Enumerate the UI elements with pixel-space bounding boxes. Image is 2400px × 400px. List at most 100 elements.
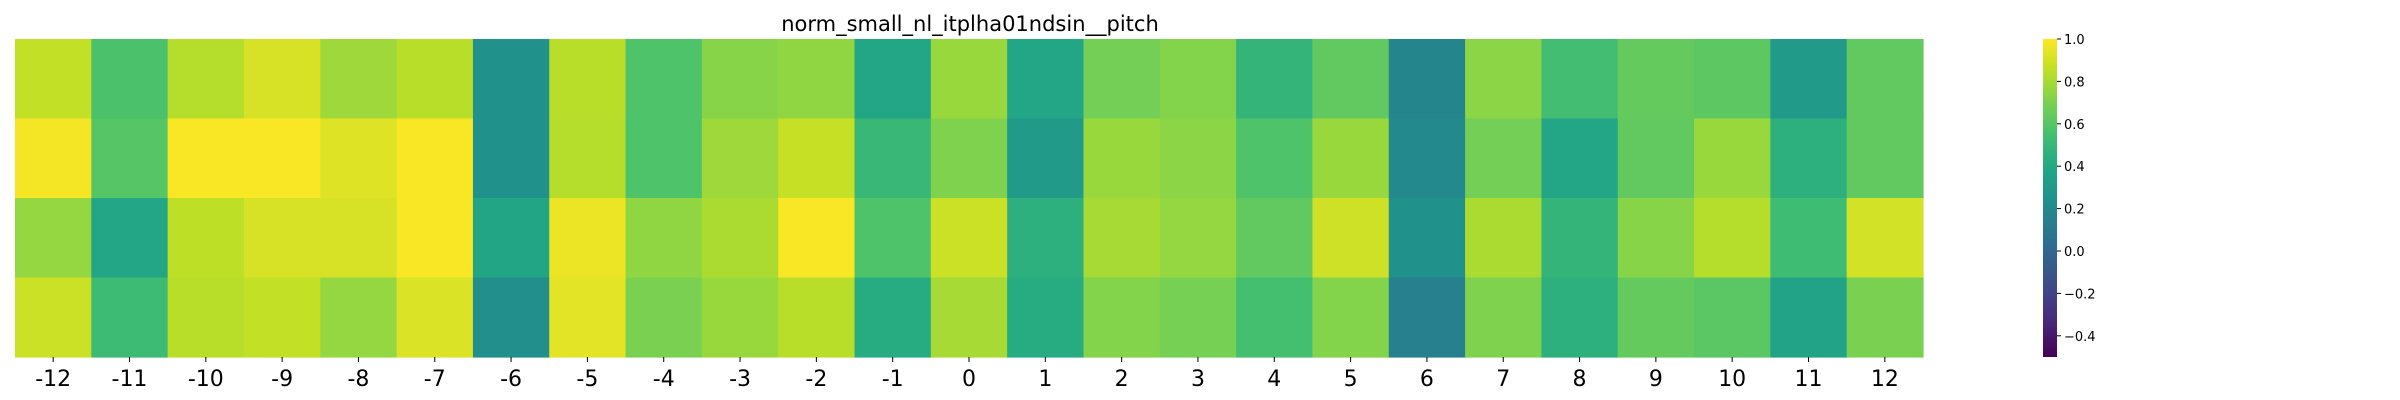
heatmap-cell bbox=[1617, 198, 1695, 279]
x-tick-label: 0 bbox=[962, 367, 976, 392]
heatmap-cell bbox=[1846, 277, 1924, 358]
heatmap-cell bbox=[1083, 118, 1161, 199]
heatmap-cell bbox=[396, 277, 474, 358]
heatmap-cell bbox=[778, 198, 856, 279]
heatmap-cell bbox=[1846, 39, 1924, 120]
heatmap-cell bbox=[778, 118, 856, 199]
heatmap-cell bbox=[549, 39, 627, 120]
heatmap-cell bbox=[1617, 277, 1695, 358]
heatmap-cell bbox=[549, 198, 627, 279]
heatmap-cell bbox=[1159, 39, 1237, 120]
heatmap-cell bbox=[1236, 118, 1314, 199]
heatmap-cell bbox=[1541, 198, 1619, 279]
heatmap-cell bbox=[1465, 39, 1542, 120]
colorbar-tick-label: 0.2 bbox=[2064, 203, 2085, 218]
heatmap-cell bbox=[701, 39, 779, 120]
heatmap-cell bbox=[930, 198, 1008, 279]
heatmap-cell bbox=[1465, 198, 1542, 279]
heatmap-cell bbox=[854, 39, 932, 120]
heatmap-cell bbox=[1236, 39, 1314, 120]
heatmap-cell bbox=[243, 39, 321, 120]
x-tick-label: 4 bbox=[1267, 367, 1281, 392]
heatmap-cell bbox=[778, 39, 856, 120]
colorbar-ticks: 1.0 0.8 0.6 0.4 0.2 0.0 −0.2 −0.4 bbox=[2057, 33, 2096, 345]
heatmap-cell bbox=[625, 39, 703, 120]
heatmap-cell bbox=[625, 198, 703, 279]
x-tick-label: -5 bbox=[576, 367, 598, 392]
heatmap-cell bbox=[1846, 198, 1924, 279]
heatmap-cell bbox=[396, 198, 474, 279]
heatmap-cell bbox=[1465, 118, 1542, 199]
heatmap-cell bbox=[243, 198, 321, 279]
heatmap-cell bbox=[1541, 118, 1619, 199]
heatmap-cell bbox=[930, 39, 1008, 120]
heatmap-cell bbox=[167, 277, 245, 358]
x-tick-label: 12 bbox=[1871, 367, 1899, 392]
heatmap-cell bbox=[1694, 277, 1771, 358]
colorbar-tick-label: 0.4 bbox=[2064, 160, 2085, 175]
x-tick-label: -2 bbox=[805, 367, 827, 392]
heatmap-cell bbox=[1694, 118, 1771, 199]
x-tick-label: 9 bbox=[1649, 367, 1663, 392]
x-tick-label: 1 bbox=[1038, 367, 1052, 392]
heatmap-cell bbox=[472, 277, 550, 358]
heatmap-cell bbox=[1007, 277, 1085, 358]
heatmap-cell bbox=[1846, 118, 1924, 199]
heatmap-cell bbox=[1083, 198, 1161, 279]
heatmap-cell bbox=[1083, 39, 1161, 120]
heatmap-cell bbox=[320, 198, 398, 279]
x-tick-label: -4 bbox=[653, 367, 675, 392]
heatmap-cell bbox=[1388, 277, 1466, 358]
colorbar-tick-label: −0.2 bbox=[2064, 287, 2096, 302]
x-tick-label: 11 bbox=[1795, 367, 1823, 392]
heatmap-cell bbox=[625, 277, 703, 358]
x-tick-label: 2 bbox=[1115, 367, 1129, 392]
heatmap-cell bbox=[320, 118, 398, 199]
x-tick-label: -11 bbox=[112, 367, 148, 392]
heatmap-cell bbox=[1083, 277, 1161, 358]
heatmap-cell bbox=[91, 39, 169, 120]
x-tick-label: -9 bbox=[271, 367, 293, 392]
heatmap-cell bbox=[1312, 198, 1390, 279]
heatmap-cell bbox=[854, 198, 932, 279]
heatmap-cell bbox=[1388, 118, 1466, 199]
heatmap-cell bbox=[1388, 39, 1466, 120]
heatmap-cell bbox=[1312, 118, 1390, 199]
x-tick-label: 5 bbox=[1344, 367, 1358, 392]
heatmap-cell bbox=[472, 198, 550, 279]
heatmap-cell bbox=[930, 277, 1008, 358]
heatmap-cell bbox=[1236, 277, 1314, 358]
colorbar-tick-label: 1.0 bbox=[2064, 33, 2085, 48]
heatmap-cell bbox=[1770, 198, 1848, 279]
heatmap-cell bbox=[701, 198, 779, 279]
heatmap-cell bbox=[1007, 118, 1085, 199]
x-tick-label: 7 bbox=[1496, 367, 1510, 392]
heatmap-cell bbox=[15, 198, 92, 279]
heatmap-cell bbox=[701, 118, 779, 199]
heatmap-cell bbox=[1465, 277, 1542, 358]
colorbar-tick-label: 0.0 bbox=[2064, 245, 2085, 260]
colorbar-tick-label: 0.8 bbox=[2064, 75, 2085, 90]
heatmap-cell bbox=[167, 118, 245, 199]
heatmap-cell bbox=[91, 198, 169, 279]
heatmap-cell bbox=[1159, 118, 1237, 199]
x-axis-ticks: -12 -11 -10 -9 -8 -7 -6 -5 -4 -3 -2 -1 0 1 2 3 4 5 6 7 8 9 10 1… bbox=[35, 357, 1899, 392]
heatmap-cell bbox=[167, 39, 245, 120]
heatmap-cell bbox=[930, 118, 1008, 199]
heatmap-cell bbox=[701, 277, 779, 358]
x-tick-label: 8 bbox=[1573, 367, 1587, 392]
heatmap-cell bbox=[243, 277, 321, 358]
heatmap-cell bbox=[1159, 198, 1237, 279]
heatmap-cell bbox=[167, 198, 245, 279]
heatmap-cell bbox=[1617, 118, 1695, 199]
heatmap-cell bbox=[91, 277, 169, 358]
heatmap-cell bbox=[1541, 39, 1619, 120]
heatmap-cell bbox=[91, 118, 169, 199]
x-tick-label: 3 bbox=[1191, 367, 1205, 392]
heatmap-cell bbox=[396, 39, 474, 120]
heatmap-cell bbox=[320, 277, 398, 358]
x-tick-label: 6 bbox=[1420, 367, 1434, 392]
heatmap-cell bbox=[1617, 39, 1695, 120]
heatmap-cell bbox=[472, 118, 550, 199]
heatmap-cell bbox=[1694, 39, 1771, 120]
